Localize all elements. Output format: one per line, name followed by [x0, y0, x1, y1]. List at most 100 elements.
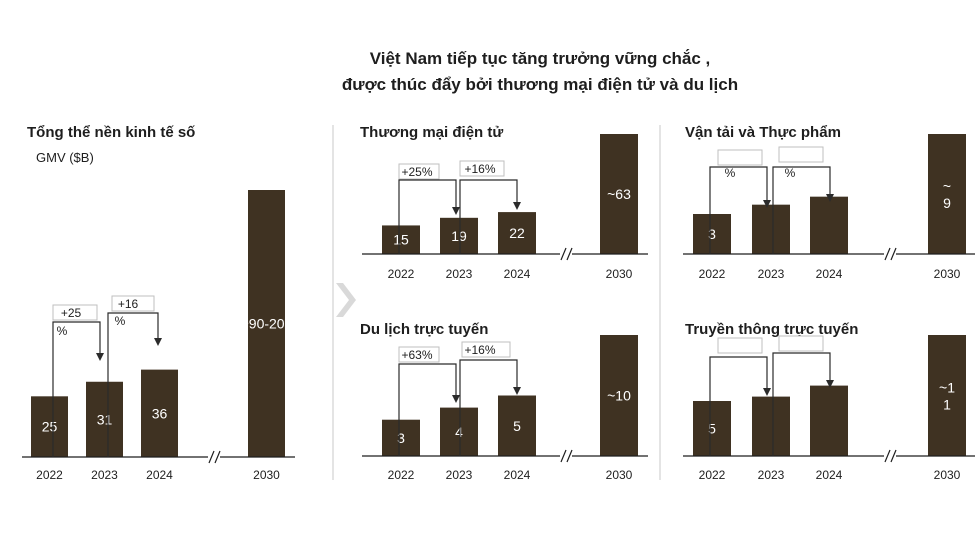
bar — [141, 369, 178, 457]
chart-panel: Truyền thông trực tuyến 5 2022 2023 2024 ~11 2… — [683, 321, 975, 482]
panel-subtitle: GMV ($B) — [36, 150, 94, 165]
axis-break-mark — [566, 247, 573, 261]
bar-value-label: 15 — [393, 232, 409, 248]
panel-title: Du lịch trực tuyến — [360, 321, 488, 338]
x-tick-label: 2030 — [934, 267, 961, 281]
title-line-1: Việt Nam tiếp tục tăng trưởng vững chắc … — [369, 49, 711, 68]
bar — [31, 396, 68, 457]
bar-value-label: 25 — [42, 419, 58, 435]
x-tick-label: 2023 — [91, 468, 118, 482]
bar — [382, 419, 420, 456]
growth-label-box — [778, 146, 824, 163]
bar-value-label: ~ — [943, 178, 951, 194]
growth-label-box — [398, 163, 440, 180]
axis-break-mark — [890, 449, 897, 463]
axis-break-gap — [884, 246, 896, 262]
x-tick-label: 2024 — [816, 267, 843, 281]
growth-arrow — [709, 166, 771, 254]
bar-value-label: 36 — [152, 405, 168, 421]
chart-panel: Thương mại điện tử 15 2022 19 2023 22 2024 ~63 2… — [360, 124, 648, 281]
x-tick-label: 2022 — [388, 267, 415, 281]
decor-layer — [332, 125, 661, 480]
growth-label: +16% — [464, 162, 495, 176]
x-tick-label: 2023 — [758, 267, 785, 281]
x-tick-label: 2023 — [446, 267, 473, 281]
chevron-right-icon — [336, 283, 356, 317]
bar — [928, 134, 966, 254]
bar — [752, 396, 790, 456]
bar — [752, 204, 790, 254]
growth-arrow — [52, 321, 104, 457]
growth-label-box — [461, 341, 511, 358]
bar-value-label: 4 — [455, 424, 463, 440]
panel-title: Tổng thể nền kinh tế số — [27, 124, 195, 141]
bar-value-label: 1 — [943, 397, 951, 413]
axis-break-gap — [560, 448, 572, 464]
chart-panel: Du lịch trực tuyến 3 2022 4 2023 5 2024 ~10 2030… — [360, 321, 648, 482]
x-tick-label: 2024 — [504, 468, 531, 482]
growth-label-box — [111, 295, 155, 312]
bar — [810, 385, 848, 456]
bar — [600, 134, 638, 254]
axis-break-gap — [208, 449, 220, 465]
axis-break-mark — [884, 247, 891, 261]
growth-unit: % — [57, 324, 68, 338]
bar-value-label: 19 — [451, 228, 467, 244]
axis-break-mark — [890, 247, 897, 261]
title-line-2: được thúc đẩy bởi thương mại điện tử và … — [341, 75, 739, 94]
bar-value-label: ~10 — [607, 388, 631, 404]
bar — [440, 217, 478, 254]
axis-break-gap — [884, 448, 896, 464]
growth-arrow — [709, 356, 771, 456]
growth-unit: % — [725, 166, 736, 180]
bar-value-label: 3 — [708, 226, 716, 242]
growth-label-box — [398, 346, 440, 363]
chart-panel: Vận tải và Thực phẩm 3 2022 2023 2024 ~9 2030%… — [683, 124, 975, 281]
growth-label: +25 — [61, 306, 82, 320]
growth-label: +16% — [464, 343, 495, 357]
growth-arrow — [459, 359, 521, 456]
x-tick-label: 2022 — [699, 267, 726, 281]
growth-arrow — [459, 179, 521, 254]
growth-arrow — [398, 179, 460, 254]
bar — [693, 401, 731, 456]
growth-unit: % — [785, 166, 796, 180]
x-tick-label: 2024 — [816, 468, 843, 482]
axis-break-mark — [560, 247, 567, 261]
axis-break-mark — [214, 450, 221, 464]
panel-title: Vận tải và Thực phẩm — [685, 124, 841, 141]
bar — [693, 214, 731, 254]
bar-value-label: 5 — [708, 421, 716, 437]
x-tick-label: 2023 — [446, 468, 473, 482]
growth-label-box — [717, 337, 763, 354]
x-tick-label: 2022 — [36, 468, 63, 482]
bar — [440, 407, 478, 456]
bar-value-label: 5 — [513, 418, 521, 434]
bar-value-label: 3 — [397, 430, 405, 446]
growth-arrow — [107, 312, 162, 457]
growth-label-box — [52, 304, 98, 321]
axis-break-mark — [566, 449, 573, 463]
bar-value-label: ~63 — [607, 186, 631, 202]
bar — [382, 225, 420, 254]
panel-title: Thương mại điện tử — [360, 124, 503, 141]
x-tick-label: 2030 — [606, 468, 633, 482]
axis-break-mark — [208, 450, 215, 464]
bar — [600, 335, 638, 456]
bar-value-label: 22 — [509, 225, 525, 241]
growth-label: +63% — [401, 348, 432, 362]
bar — [86, 381, 123, 457]
axis-break-mark — [884, 449, 891, 463]
growth-unit: % — [115, 314, 126, 328]
bar — [928, 335, 966, 456]
bar-value-label: ~1 — [939, 380, 955, 396]
bar-value-label: 9 — [943, 195, 951, 211]
bar-value-label: ~90-200 — [241, 316, 293, 332]
growth-label-box — [717, 149, 763, 166]
x-tick-label: 2030 — [934, 468, 961, 482]
x-tick-label: 2023 — [758, 468, 785, 482]
growth-label: +25% — [401, 165, 432, 179]
growth-arrow — [772, 166, 834, 254]
bar — [810, 196, 848, 254]
x-tick-label: 2022 — [388, 468, 415, 482]
